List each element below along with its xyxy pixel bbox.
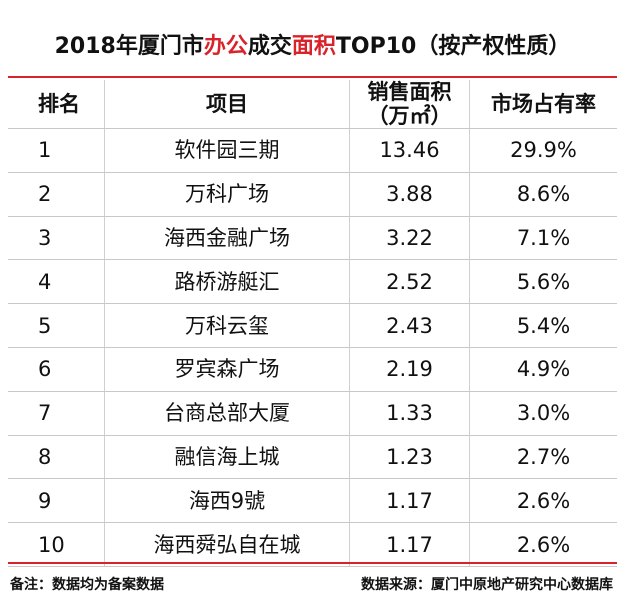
table-cell: 2.7% [516, 444, 571, 469]
table-cell: 万科云玺 [105, 304, 350, 347]
table-cell: 2.43 [350, 304, 470, 347]
table-cell: 海西舜弘自在城 [105, 523, 350, 566]
title-part: TOP10（按产权性质） [335, 34, 571, 59]
table-cell: 1 [8, 129, 105, 172]
header-text: 排名 [38, 91, 80, 116]
title-part: 成交 [247, 34, 292, 59]
table-cell: 9 [8, 479, 105, 523]
divider [8, 562, 617, 564]
table-row: 4 路桥游艇汇 2.52 5.6% [8, 260, 617, 305]
table-cell: 1.33 [350, 391, 470, 435]
table-cell: 万科广场 [105, 172, 350, 216]
table-cell: 5.6% [516, 269, 571, 294]
table-row: 2 万科广场 3.88 8.6% [8, 172, 617, 217]
table-cell: 2.19 [350, 347, 470, 391]
title-part: 2018年厦门市 [54, 34, 204, 59]
header-cell: 销售面积 （万㎡） [350, 80, 470, 128]
table-row: 3 海西金融广场 3.22 7.1% [8, 216, 617, 261]
table-row: 7 台商总部大厦 1.33 3.0% [8, 391, 617, 436]
table-row: 10 海西舜弘自在城 1.17 2.6% [8, 523, 617, 567]
table-cell: 8 [8, 435, 105, 479]
table-cell: 3.22 [350, 216, 470, 260]
table-cell: 海西金融广场 [105, 216, 350, 260]
table-cell: 路桥游艇汇 [105, 260, 350, 304]
table-row: 8 融信海上城 1.23 2.7% [8, 435, 617, 480]
table-cell: 3 [8, 216, 105, 260]
table-cell: 4 [8, 260, 105, 304]
table-row: 9 海西9號 1.17 2.6% [8, 479, 617, 524]
table-cell: 7.1% [516, 225, 571, 250]
table-cell: 2.6% [516, 488, 571, 513]
table-cell: 软件园三期 [105, 129, 350, 172]
table-cell: 3.0% [516, 401, 571, 426]
title-part: 面积 [291, 34, 336, 59]
table-cell: 3.88 [350, 172, 470, 216]
table-cell: 2 [8, 172, 105, 216]
header-row: 排名 项目 销售面积 （万㎡） 市场占有率 [8, 80, 617, 129]
table-row: 6 罗宾森广场 2.19 4.9% [8, 347, 617, 392]
table-cell: 1.17 [350, 479, 470, 523]
table-cell: 5 [8, 304, 105, 347]
table-cell: 罗宾森广场 [105, 347, 350, 391]
divider [8, 76, 617, 78]
table-cell: 13.46 [350, 129, 470, 172]
footer-source: 数据来源：厦门中原地产研究中心数据库 [361, 577, 613, 593]
table-cell: 10 [8, 523, 105, 566]
table-cell: 海西9號 [105, 479, 350, 523]
header-cell: 排名 [8, 80, 105, 128]
header-text: 项目 [206, 91, 248, 116]
table-row: 1 软件园三期 13.46 29.9% [8, 129, 617, 173]
table-cell: 4.9% [516, 357, 571, 382]
table-cell: 1.23 [350, 435, 470, 479]
header-cell: 项目 [105, 80, 350, 128]
header-cell: 市场占有率 [470, 80, 617, 128]
table-cell: 2.6% [516, 532, 571, 557]
table-cell: 7 [8, 391, 105, 435]
table-cell: 5.4% [516, 313, 571, 338]
table: 排名 项目 销售面积 （万㎡） 市场占有率 1 软件园三期 13.46 29.9% 2 万科广场 3.… [8, 80, 617, 567]
table-cell: 融信海上城 [105, 435, 350, 479]
table-cell: 2.52 [350, 260, 470, 304]
title: 2018年厦门市办公成交面积TOP10（按产权性质） [0, 28, 625, 60]
header-text: （万㎡） [367, 104, 452, 128]
table-row: 5 万科云玺 2.43 5.4% [8, 304, 617, 348]
table-cell: 6 [8, 347, 105, 391]
table-cell: 8.6% [516, 182, 571, 207]
table-cell: 台商总部大厦 [105, 391, 350, 435]
header-text: 市场占有率 [491, 91, 596, 116]
footer-note: 备注：数据均为备案数据 [10, 577, 164, 593]
title-part: 办公 [203, 34, 248, 59]
table-cell: 29.9% [510, 138, 577, 163]
table-cell: 1.17 [350, 523, 470, 566]
header-text: 销售面积 [367, 79, 452, 104]
